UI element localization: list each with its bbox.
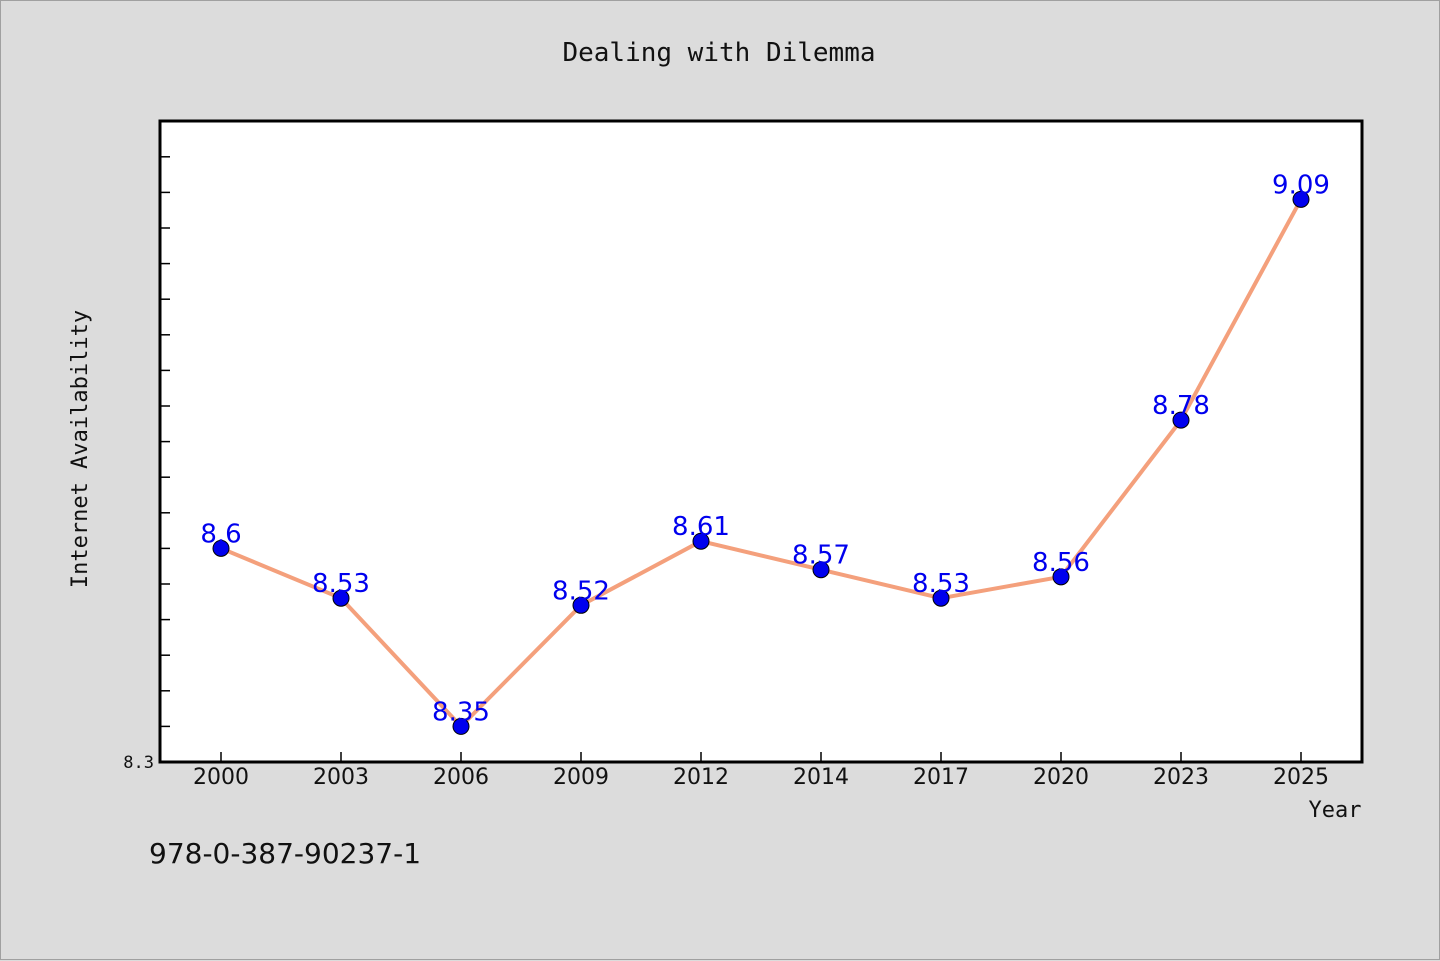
x-tick-label: 2009: [553, 765, 609, 790]
isbn-text: 978-0-387-90237-1: [149, 837, 421, 870]
data-label: 8.6: [200, 519, 241, 549]
data-point: [1292, 190, 1310, 208]
series-line: [220, 198, 1303, 729]
y-tick-label: 8.3: [123, 753, 154, 773]
x-axis-title: Year: [1309, 798, 1362, 823]
data-point: [692, 532, 710, 550]
x-tick-label: 2003: [313, 765, 369, 790]
data-label: 8.53: [312, 569, 370, 599]
x-tick-label: 2025: [1273, 765, 1329, 790]
x-tick-label: 2020: [1033, 765, 1089, 790]
x-tick-label: 2014: [793, 765, 849, 790]
data-point: [1052, 568, 1070, 586]
data-point: [932, 589, 950, 607]
data-point: [332, 589, 350, 607]
chart-title: Dealing with Dilemma: [562, 38, 875, 68]
x-tick-label: 2012: [673, 765, 729, 790]
y-axis-ticks: 8.3: [123, 156, 170, 773]
data-point: [212, 539, 230, 557]
data-label: 8.56: [1032, 548, 1090, 578]
data-label: 8.53: [912, 569, 970, 599]
data-labels-group: 8.6 8.53 8.35 8.52 8.61 8.57 8.53 8.56 8.78 9.09: [200, 170, 1330, 727]
x-tick-label: 2000: [193, 765, 249, 790]
data-point: [572, 596, 590, 614]
data-label: 8.35: [432, 697, 490, 727]
data-point: [452, 717, 470, 735]
x-axis-ticks: 2000 2003 2006 2009 2012 2014 2017 2020 2023 2025: [193, 752, 1329, 790]
plot-area: [158, 119, 1364, 764]
series-group: [212, 190, 1310, 735]
data-label: 8.52: [552, 576, 610, 606]
y-axis-title: Internet Availability: [68, 310, 93, 588]
data-label: 9.09: [1272, 170, 1330, 200]
x-tick-label: 2017: [913, 765, 969, 790]
data-label: 8.61: [672, 512, 730, 542]
data-point: [1172, 411, 1190, 429]
data-label: 8.78: [1152, 391, 1210, 421]
x-tick-label: 2006: [433, 765, 489, 790]
data-point: [812, 561, 830, 579]
x-tick-label: 2023: [1153, 765, 1209, 790]
data-label: 8.57: [792, 541, 850, 571]
